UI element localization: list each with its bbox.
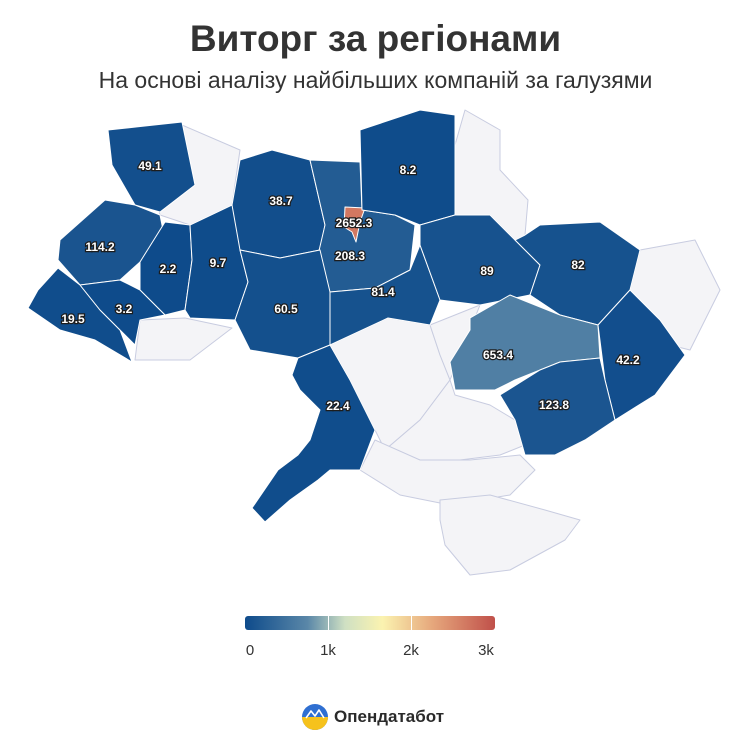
- label-kharkiv: 82: [571, 258, 585, 272]
- region-zaporizhzhia[interactable]: [499, 357, 616, 456]
- label-kyiv-oblast: 208.3: [335, 249, 365, 263]
- label-zhytomyr-south: 60.5: [274, 302, 298, 316]
- label-kyiv-city: 2652.3: [336, 216, 373, 230]
- nodata-region-crimea: [439, 494, 581, 576]
- label-khmelnytskyi: 9.7: [210, 256, 227, 270]
- nodata-region-kherson: [359, 439, 536, 506]
- brand: Опендатабот: [301, 703, 444, 731]
- brand-logo-icon: [302, 704, 328, 730]
- region-odesa[interactable]: [251, 344, 376, 523]
- label-ternopil: 2.2: [160, 262, 177, 276]
- page-subtitle: На основі аналізу найбільших компаній за…: [98, 67, 653, 93]
- label-chernihiv: 8.2: [400, 163, 417, 177]
- region-lviv[interactable]: [57, 199, 166, 286]
- nodata-region-chernivtsi: [134, 317, 233, 361]
- page-title: Виторг за регіонами: [189, 18, 562, 59]
- color-scale-legend: [245, 616, 495, 630]
- label-dnipro: 653.4: [483, 348, 513, 362]
- region-luhansk[interactable]: [597, 289, 686, 421]
- label-lviv: 114.2: [85, 240, 115, 254]
- legend-label-1k: 1k: [320, 642, 336, 659]
- legend-label-2k: 2k: [403, 642, 419, 659]
- brand-name: Опендатабот: [334, 707, 445, 726]
- label-poltava: 89: [480, 264, 494, 278]
- label-cherkasy: 81.4: [371, 285, 395, 299]
- legend-tick-1k: [328, 616, 329, 630]
- label-zakarpattia: 19.5: [61, 312, 85, 326]
- label-odesa: 22.4: [326, 399, 350, 413]
- label-volyn: 49.1: [138, 159, 162, 173]
- legend-label-3k: 3k: [478, 642, 494, 659]
- legend-label-0: 0: [245, 642, 255, 659]
- label-ivano-frankivsk: 3.2: [116, 302, 133, 316]
- region-ivano-frankivsk[interactable]: [79, 279, 166, 346]
- legend-tick-2k: [411, 616, 412, 630]
- region-volyn[interactable]: [107, 121, 196, 213]
- label-zaporizhzhia: 123.8: [539, 398, 569, 412]
- label-rivne: 38.7: [269, 194, 293, 208]
- label-luhansk: 42.2: [616, 353, 640, 367]
